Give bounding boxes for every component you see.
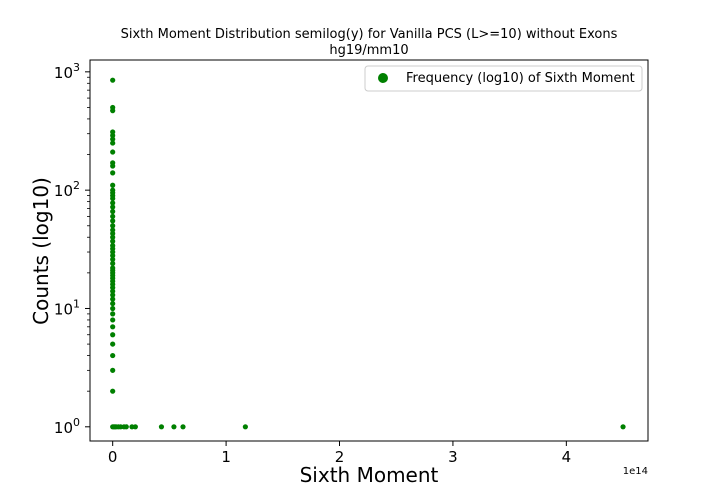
chart-title: Sixth Moment Distribution semilog(y) for… (121, 27, 618, 42)
data-point (110, 182, 116, 188)
data-point (158, 424, 165, 430)
data-point (110, 256, 116, 262)
data-point (110, 341, 116, 347)
chart-subtitle: hg19/mm10 (329, 43, 408, 58)
data-point (110, 324, 116, 330)
legend-marker (378, 73, 388, 83)
data-point (110, 195, 116, 202)
data-point (110, 208, 116, 215)
data-point (110, 77, 116, 83)
data-point (110, 292, 116, 298)
data-point (110, 367, 116, 373)
data-point (620, 424, 626, 430)
data-point (123, 424, 129, 430)
data-point (110, 288, 116, 294)
data-point (110, 388, 116, 394)
data-point (132, 424, 138, 430)
x-axis-ticks: 0 1 2 3 4 (108, 441, 571, 466)
plot-area (89, 59, 649, 442)
y-tick-label: 100 (54, 416, 80, 437)
data-point (110, 234, 116, 240)
legend-label: Frequency (log10) of Sixth Moment (406, 71, 635, 86)
x-tick-label: 2 (335, 448, 345, 466)
data-point (110, 332, 116, 338)
data-point (110, 140, 116, 146)
data-point (110, 163, 116, 169)
data-point (110, 260, 116, 267)
data-point (110, 204, 116, 210)
data-point (180, 424, 186, 430)
data-point (110, 213, 116, 220)
data-point (110, 300, 116, 307)
x-tick-label: 3 (448, 448, 458, 466)
x-offset-label: 1e14 (623, 466, 648, 477)
data-point (110, 252, 116, 259)
data-point (110, 296, 116, 302)
data-point (110, 200, 116, 206)
y-tick-label: 103 (54, 61, 80, 82)
legend: Frequency (log10) of Sixth Moment (364, 65, 643, 92)
x-tick-label: 4 (562, 448, 572, 466)
data-point (110, 218, 116, 224)
data-point (171, 424, 177, 430)
x-axis-label: Sixth Moment (300, 463, 439, 487)
data-point (110, 170, 116, 176)
data-point (110, 238, 116, 244)
data-point (110, 136, 116, 142)
data-points (110, 77, 626, 430)
x-tick-label: 1 (221, 448, 231, 466)
x-tick-label: 0 (108, 448, 118, 466)
y-axis-ticks: 100 101 102 103 (54, 61, 90, 437)
data-point (110, 305, 116, 312)
data-point (110, 149, 116, 155)
data-point (110, 230, 116, 237)
data-point (110, 223, 116, 229)
data-point (110, 352, 116, 359)
y-tick-label: 102 (54, 179, 80, 200)
data-point (242, 424, 248, 430)
data-point (110, 311, 116, 317)
legend-box (364, 65, 643, 92)
data-point (110, 317, 116, 323)
data-point (110, 132, 116, 139)
data-point (110, 108, 116, 114)
plot-frame (89, 59, 649, 442)
y-tick-label: 101 (54, 297, 80, 318)
y-axis-label: Counts (log10) (29, 177, 53, 325)
